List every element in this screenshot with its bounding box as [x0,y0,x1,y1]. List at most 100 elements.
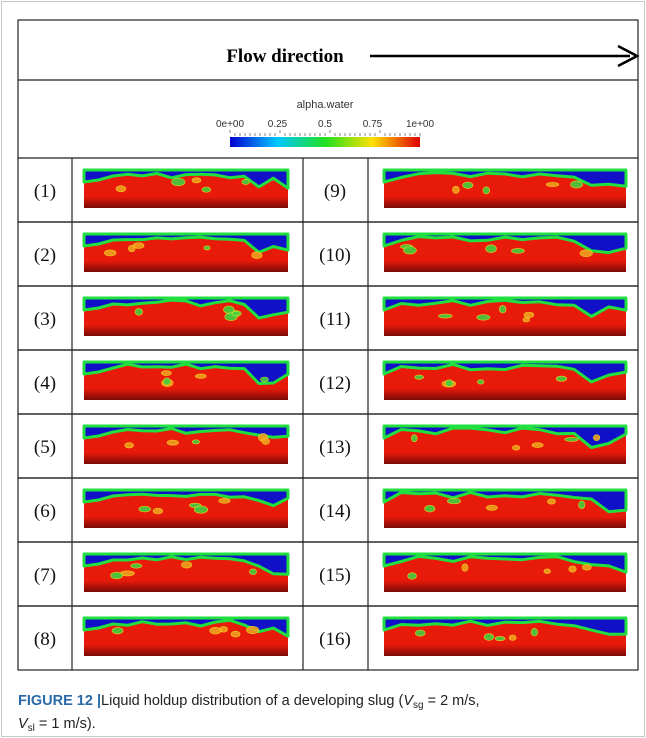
simulation-image [382,488,628,528]
caption-line-2: Vsl = 1 m/s). [18,716,96,734]
bubble [231,311,240,317]
bubble [111,627,124,635]
bubble [522,317,530,323]
bubble [508,634,517,641]
bubble [181,561,193,569]
bubble [485,504,498,511]
bubble [593,434,601,441]
bubble [570,180,583,189]
bubble [494,636,506,641]
gas-interface [82,232,290,254]
gas-interface [82,616,290,638]
flow-arrowhead [617,44,640,68]
colorbar [230,137,420,147]
bubble [162,377,171,386]
panel-label: (2) [34,245,56,266]
bubble [171,177,186,187]
header-title: Flow direction [226,46,344,67]
gas-interface [382,232,628,255]
simulation-image [382,616,628,656]
bubble [124,442,134,449]
panel-label: (4) [34,373,56,394]
panel-label: (11) [320,309,351,330]
gas-interface [82,168,290,190]
bubble [424,504,436,513]
bubble [261,437,270,445]
bubble [249,568,257,575]
simulation-image [382,168,628,208]
simulation-image [82,168,290,208]
bubble [476,314,491,321]
bubble [191,177,202,184]
bubble [414,629,426,637]
bubble [110,571,123,580]
bubble [201,186,212,193]
bubble [531,442,544,448]
bubble [251,251,263,259]
colorbar-tick-label: 0.75 [363,119,383,130]
gas-interface [382,360,628,384]
bubble [230,630,241,638]
bubble [193,505,209,514]
gas-interface [82,360,290,385]
panel-label: (12) [319,373,351,394]
bubble [483,633,495,641]
panel-label: (16) [319,629,351,650]
panel-label: (14) [319,501,351,522]
bubble [555,375,568,382]
bubble [403,246,417,255]
simulation-image [382,360,628,400]
panel-label: (6) [34,501,56,522]
bubble [579,249,593,258]
gas-interface [82,296,290,320]
simulation-image [82,616,290,656]
bubble [260,376,269,383]
gas-interface [382,168,628,188]
simulation-image [382,552,628,592]
bubble [564,437,579,442]
panel-label: (7) [34,565,56,586]
bubble [445,379,454,387]
panel-label: (8) [34,629,56,650]
bubble [194,373,207,379]
simulation-image [382,296,628,336]
bubble [115,185,127,193]
bubble [568,565,577,573]
gas-interface [382,296,628,318]
colorbar-title: alpha.water [297,99,354,111]
bubble [407,572,417,580]
gas-interface [82,424,290,440]
bubble [477,379,485,385]
bubble [438,313,453,319]
colorbar-tick-label: 0.5 [318,119,332,130]
simulation-image [82,232,290,272]
panel-label: (9) [324,181,346,202]
gas-interface [82,552,290,576]
gas-interface [82,488,290,508]
bubble [130,563,143,569]
bubble [246,625,260,634]
bubble [485,244,497,253]
simulation-image [82,424,290,464]
bubble [128,245,136,253]
bubble [547,498,556,505]
bubble [160,370,172,376]
bubble [447,498,461,505]
bubble [152,507,164,515]
panel-label: (3) [34,309,56,330]
bubble [545,182,560,187]
bubble [203,245,211,251]
bubble [191,439,200,445]
simulation-image [382,232,628,272]
bubble [581,564,592,571]
bubble [461,563,469,572]
caption-line-1: FIGURE 12 |Liquid holdup distribution of… [18,693,480,711]
gas-interface [382,488,628,514]
bubble [241,179,250,185]
gas-interface [382,424,628,449]
bubble [414,374,424,380]
panel-label: (13) [319,437,351,458]
bubble [482,186,490,195]
